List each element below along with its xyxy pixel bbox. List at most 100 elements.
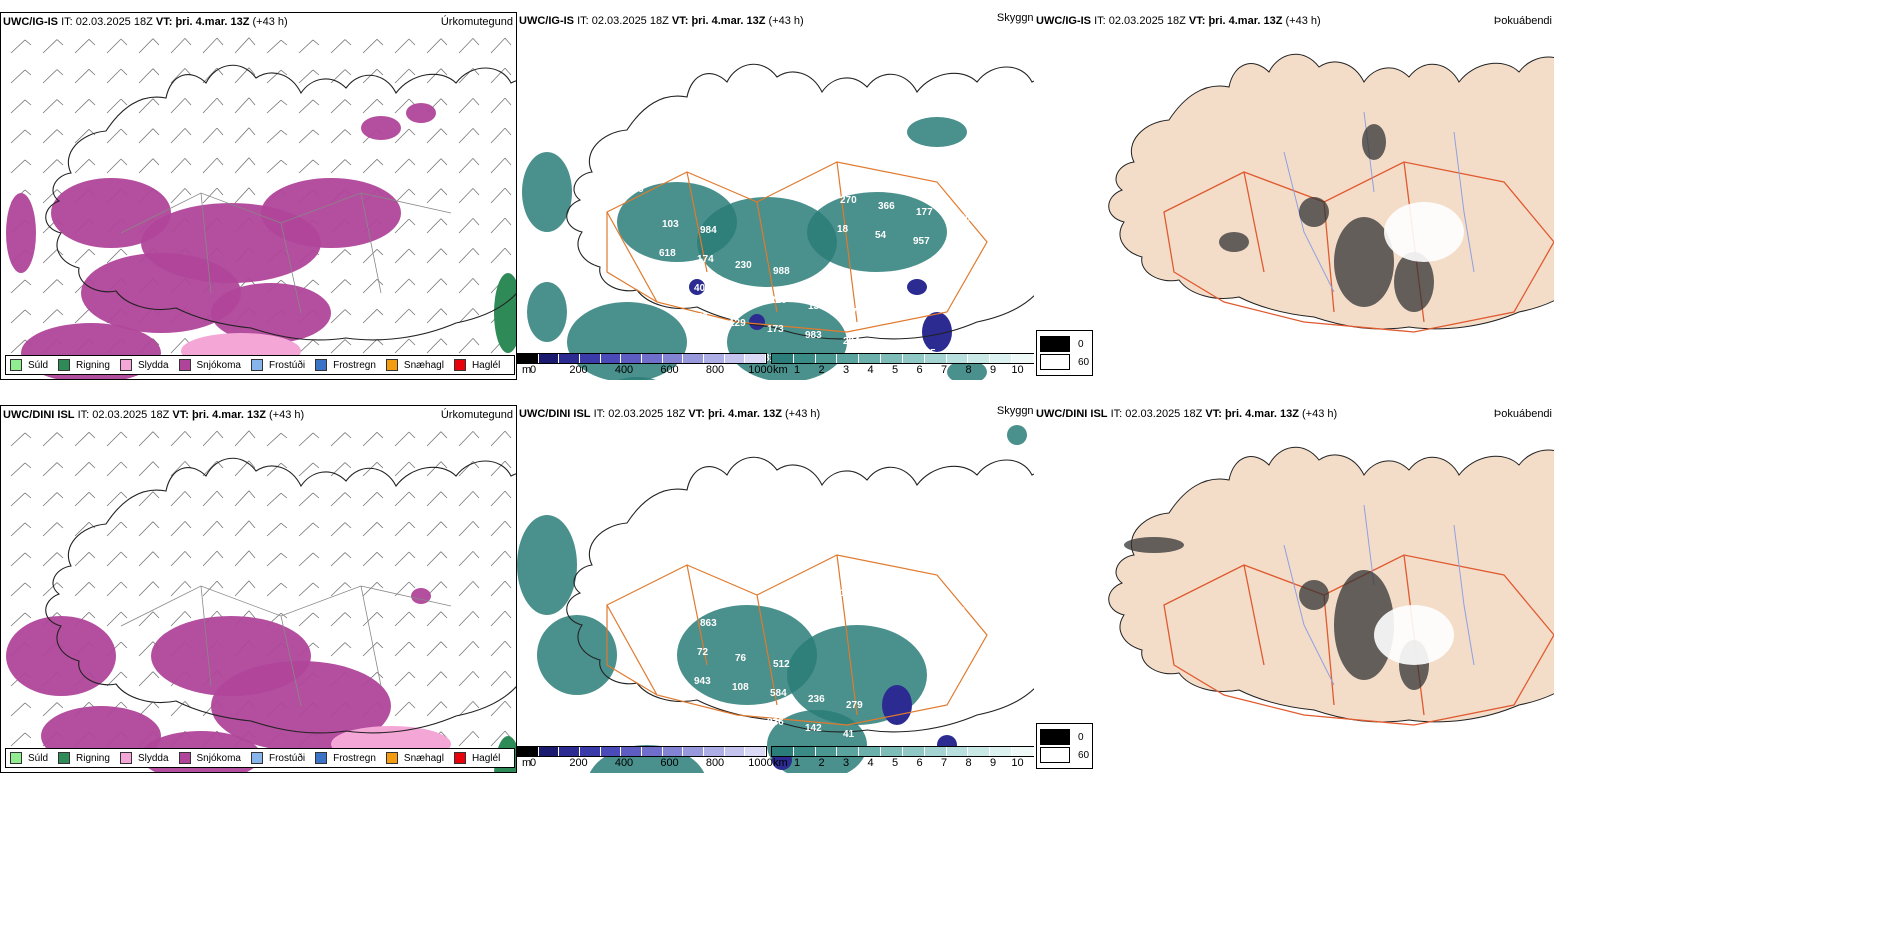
legend-item: Frostregn [315, 752, 376, 764]
legend-label: Súld [28, 359, 49, 371]
colorbar-bin [924, 747, 947, 756]
legend-label: Haglél [471, 752, 501, 764]
wind-barb [106, 128, 128, 144]
panel-title: Þokuábendi [1493, 15, 1552, 27]
colorbar-bin [745, 354, 767, 363]
wind-barb [298, 522, 320, 537]
wind-barb [106, 158, 128, 174]
legend-item: Frostúði [250, 359, 305, 371]
wind-barb [426, 461, 448, 477]
wind-barb [170, 431, 192, 447]
wind-barb [458, 731, 480, 747]
visibility-map: 3499849888741951032301301891201742202041… [522, 63, 1034, 380]
colorbar-bin [580, 747, 601, 756]
colorbar-bin [724, 354, 746, 363]
wind-barb [362, 249, 384, 264]
visibility-tick: 3 [842, 757, 850, 769]
rain-area [494, 273, 516, 353]
fog-indicator-panel: UWC/DINI ISL IT: 02.03.2025 18Z VT: þri.… [1034, 405, 1554, 773]
wind-barb [138, 611, 160, 627]
wind-barb [330, 309, 352, 324]
fog-legend-swatch [1040, 336, 1070, 352]
colorbar-bin [704, 747, 725, 756]
visibility-value: 17 [916, 600, 928, 611]
legend-label: Slydda [137, 752, 169, 764]
wind-barb [170, 581, 192, 597]
vt-label: VT: [155, 16, 173, 28]
wind-barb [42, 462, 64, 477]
wind-barb [298, 552, 320, 567]
visibility-colorbar: km 1 2 3 4 5 6 7 8 9 10 [771, 746, 1034, 771]
legend-label: Snæhagl [403, 752, 444, 764]
visibility-value: 618 [659, 248, 676, 259]
colorbar-bin [837, 354, 860, 363]
wind-barb [298, 612, 320, 627]
colorbar-bin [683, 354, 705, 363]
wind-barb [106, 431, 128, 447]
snow-area [6, 616, 116, 696]
ceiling-colorbar: m 0 200 400 600 800 1000 [517, 746, 773, 771]
wind-barb [10, 492, 32, 507]
model-name: UWC/DINI ISL [1036, 408, 1108, 420]
wind-barb [394, 128, 416, 144]
legend-swatch [178, 752, 191, 764]
wind-barb [42, 702, 64, 717]
fog-indicator-area [1299, 580, 1329, 610]
wind-barb [426, 188, 448, 204]
visibility-value: 230 [735, 260, 752, 271]
wind-barb [330, 492, 352, 507]
init-time: 02.03.2025 18Z [1125, 408, 1203, 420]
legend-swatch [58, 359, 71, 371]
legend-item: Snæhagl [385, 752, 444, 764]
wind-barb [490, 157, 512, 174]
roads [606, 554, 988, 726]
visibility-value: 890 [951, 635, 968, 646]
wind-barb [138, 128, 160, 144]
legend-label: Haglél [471, 359, 501, 371]
legend-label: Súld [28, 752, 49, 764]
visibility-tick: 10 [1011, 364, 1024, 376]
legend-swatch [315, 359, 328, 371]
legend-item: Rigning [58, 752, 110, 764]
ceiling-ticks: m 0 200 400 600 800 1000 [517, 364, 773, 378]
ceiling-tick: 400 [614, 364, 634, 376]
colorbar-bin [859, 747, 882, 756]
valid-time: þri. 4.mar. 13Z [707, 408, 782, 420]
panel-title: Þokuábendi [1493, 408, 1552, 420]
wind-barb [10, 702, 32, 717]
wind-barb [42, 432, 64, 447]
wind-barb [362, 39, 384, 54]
wind-barb [362, 492, 384, 507]
legend-swatch [178, 359, 191, 371]
colorbar-bin [662, 354, 684, 363]
visibility-tick: 7 [940, 757, 948, 769]
wind-barb [138, 98, 160, 114]
wind-barb [234, 157, 256, 174]
panel-header: UWC/DINI ISL IT: 02.03.2025 18Z VT: þri.… [3, 409, 304, 421]
wind-barb [74, 432, 96, 447]
visibility-panel: 9458635122791931557623635326725844117243… [517, 405, 1034, 773]
colorbar-bin [815, 354, 838, 363]
visibility-value: 177 [916, 207, 933, 218]
legend-label: Slydda [137, 359, 169, 371]
wind-barb [426, 38, 448, 54]
wind-barb [458, 491, 480, 507]
wind-barb [362, 522, 384, 537]
wind-barb [394, 551, 416, 567]
fog-legend-swatch [1040, 354, 1070, 370]
init-time: 02.03.2025 18Z [608, 408, 686, 420]
visibility-tick: 2 [818, 364, 825, 376]
colorbar-bin [902, 354, 925, 363]
legend-swatch [10, 752, 22, 764]
legend-item: Snæhagl [385, 359, 444, 371]
visibility-value: 41 [843, 729, 855, 740]
colorbar-bin [1012, 747, 1034, 756]
colorbar-bin [772, 354, 794, 363]
visibility-value: 54 [875, 230, 887, 241]
legend-item: Haglél [453, 359, 501, 371]
colorbar-bin [793, 354, 816, 363]
wind-barb [10, 99, 32, 114]
low-ceiling-area [882, 685, 912, 725]
wind-barb [106, 68, 128, 84]
visibility-value: 243 [659, 641, 676, 652]
